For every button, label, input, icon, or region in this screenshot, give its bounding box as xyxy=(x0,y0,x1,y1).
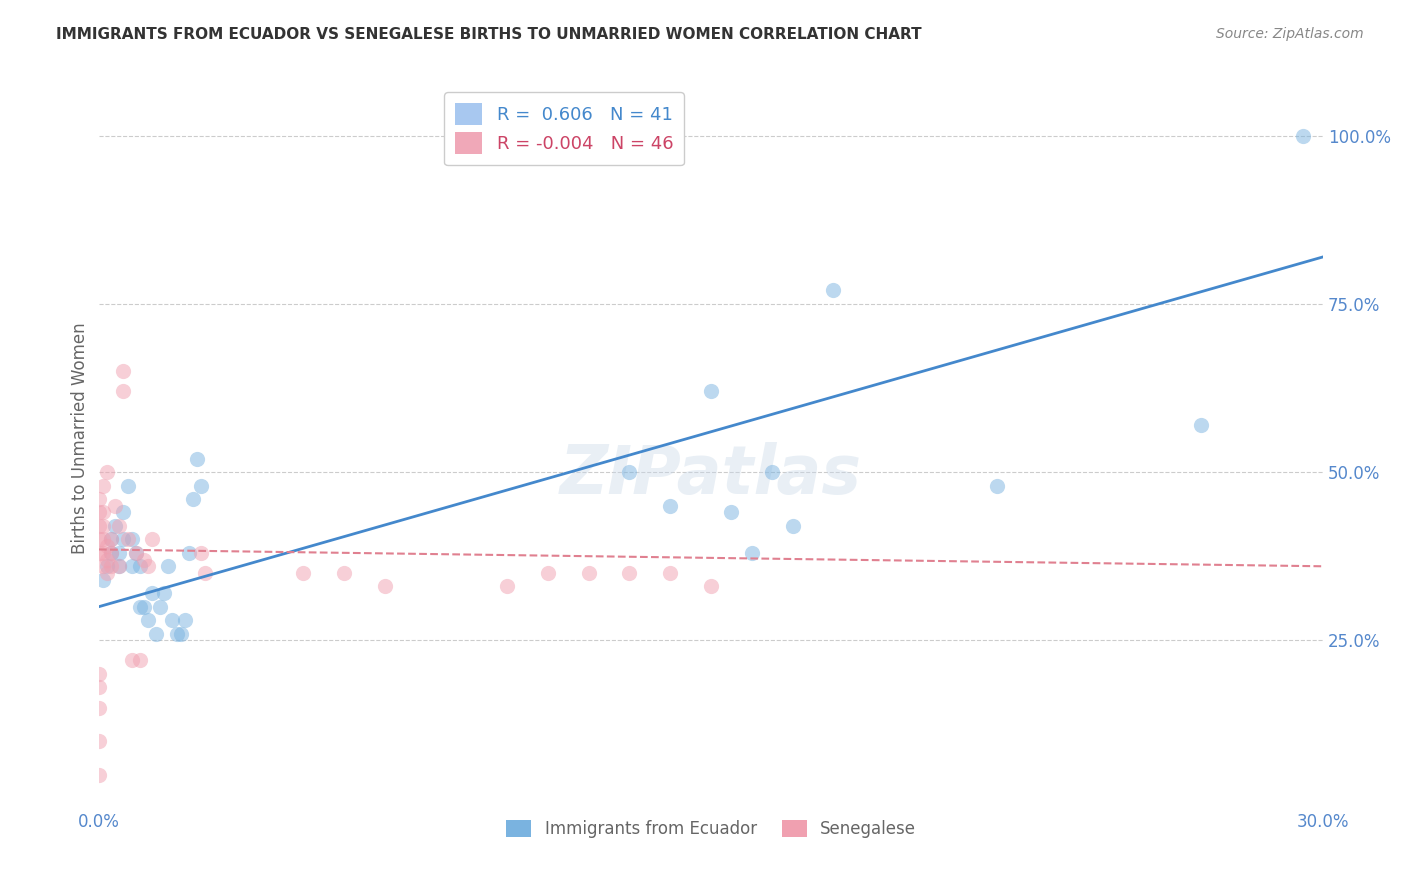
Point xyxy=(91,546,114,560)
Point xyxy=(823,284,845,298)
Point xyxy=(181,491,204,506)
Point xyxy=(136,613,159,627)
Point xyxy=(121,533,143,547)
Point xyxy=(96,539,118,553)
Point xyxy=(100,533,122,547)
Point xyxy=(145,626,167,640)
Point xyxy=(108,519,131,533)
Point xyxy=(782,519,804,533)
Point xyxy=(108,546,131,560)
Point xyxy=(132,552,155,566)
Point xyxy=(153,586,176,600)
Point xyxy=(87,681,110,695)
Point xyxy=(112,364,135,378)
Text: IMMIGRANTS FROM ECUADOR VS SENEGALESE BIRTHS TO UNMARRIED WOMEN CORRELATION CHAR: IMMIGRANTS FROM ECUADOR VS SENEGALESE BI… xyxy=(56,27,922,42)
Point xyxy=(125,546,148,560)
Y-axis label: Births to Unmarried Women: Births to Unmarried Women xyxy=(72,323,89,554)
Point xyxy=(87,546,110,560)
Point xyxy=(91,478,114,492)
Point xyxy=(177,546,200,560)
Text: Source: ZipAtlas.com: Source: ZipAtlas.com xyxy=(1216,27,1364,41)
Point xyxy=(96,552,118,566)
Point xyxy=(100,546,122,560)
Point xyxy=(128,599,150,614)
Point xyxy=(112,384,135,399)
Point xyxy=(128,653,150,667)
Point xyxy=(96,465,118,479)
Point xyxy=(986,478,1008,492)
Point xyxy=(374,579,396,593)
Point xyxy=(87,491,110,506)
Point xyxy=(700,384,723,399)
Point xyxy=(112,533,135,547)
Point xyxy=(186,451,208,466)
Point xyxy=(292,566,315,580)
Point xyxy=(87,667,110,681)
Point xyxy=(173,613,195,627)
Point xyxy=(157,559,180,574)
Point xyxy=(741,546,763,560)
Point xyxy=(333,566,356,580)
Point xyxy=(91,559,114,574)
Point xyxy=(104,499,127,513)
Point xyxy=(132,599,155,614)
Point xyxy=(659,566,682,580)
Point xyxy=(91,533,114,547)
Text: ZIPatlas: ZIPatlas xyxy=(560,442,862,508)
Point xyxy=(128,559,150,574)
Point xyxy=(1189,417,1212,432)
Point xyxy=(100,546,122,560)
Point xyxy=(136,559,159,574)
Point xyxy=(619,465,641,479)
Legend: Immigrants from Ecuador, Senegalese: Immigrants from Ecuador, Senegalese xyxy=(499,813,922,845)
Point xyxy=(104,519,127,533)
Point xyxy=(87,734,110,748)
Point xyxy=(91,506,114,520)
Point xyxy=(121,653,143,667)
Point xyxy=(659,499,682,513)
Point xyxy=(117,533,139,547)
Point xyxy=(141,533,163,547)
Point xyxy=(496,579,519,593)
Point xyxy=(108,559,131,574)
Point xyxy=(96,559,118,574)
Point xyxy=(87,700,110,714)
Point xyxy=(1292,128,1315,143)
Point xyxy=(537,566,560,580)
Point xyxy=(96,566,118,580)
Point xyxy=(125,546,148,560)
Point xyxy=(87,519,110,533)
Point xyxy=(100,559,122,574)
Point xyxy=(720,506,742,520)
Point xyxy=(190,546,212,560)
Point xyxy=(194,566,217,580)
Point xyxy=(578,566,600,580)
Point xyxy=(190,478,212,492)
Point xyxy=(149,599,172,614)
Point xyxy=(117,478,139,492)
Point xyxy=(121,559,143,574)
Point xyxy=(100,533,122,547)
Point xyxy=(619,566,641,580)
Point xyxy=(141,586,163,600)
Point xyxy=(112,506,135,520)
Point xyxy=(87,533,110,547)
Point xyxy=(162,613,184,627)
Point xyxy=(87,768,110,782)
Point xyxy=(87,506,110,520)
Point xyxy=(91,519,114,533)
Point xyxy=(91,573,114,587)
Point xyxy=(108,559,131,574)
Point xyxy=(700,579,723,593)
Point xyxy=(761,465,783,479)
Point xyxy=(169,626,191,640)
Point xyxy=(166,626,188,640)
